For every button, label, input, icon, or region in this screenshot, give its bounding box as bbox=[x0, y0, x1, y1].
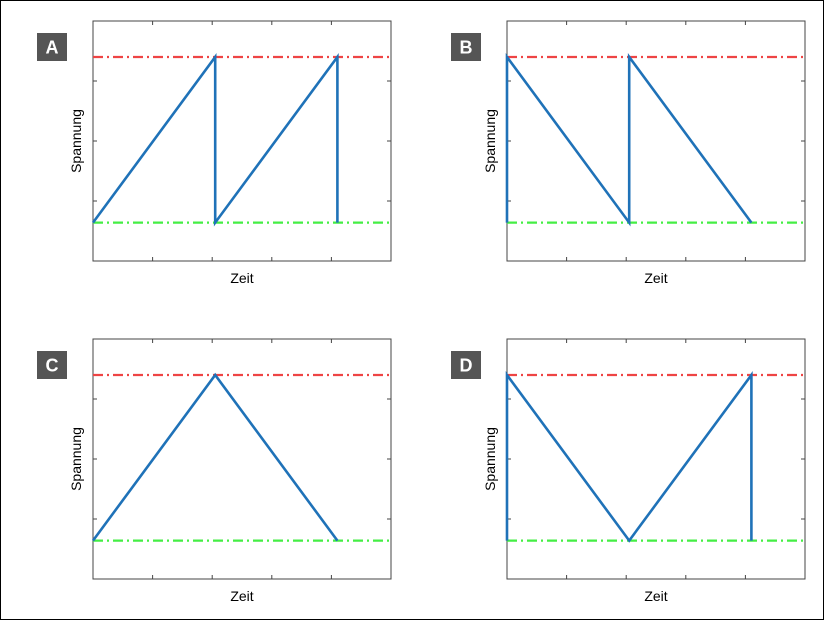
panel-d: D Zeit Spannung bbox=[451, 338, 806, 604]
panel-b: B Zeit Spannung bbox=[451, 20, 806, 286]
panel-c: C Zeit Spannung bbox=[37, 338, 392, 604]
panel-label: C bbox=[46, 356, 59, 376]
axes-frame bbox=[506, 20, 806, 262]
series-line bbox=[505, 371, 753, 543]
panel-label-badge bbox=[451, 33, 481, 61]
x-axis-label: Zeit bbox=[230, 270, 253, 286]
series-line bbox=[91, 372, 339, 542]
x-axis-label: Zeit bbox=[230, 588, 253, 604]
panel-label-badge bbox=[451, 351, 481, 379]
panel-label: D bbox=[460, 356, 473, 376]
panel-label-badge bbox=[37, 33, 67, 61]
axes-frame bbox=[506, 338, 806, 580]
y-axis-label: Spannung bbox=[68, 109, 84, 173]
axes-frame bbox=[92, 20, 392, 262]
x-axis-label: Zeit bbox=[644, 270, 667, 286]
y-axis-label: Spannung bbox=[68, 427, 84, 491]
y-axis-label: Spannung bbox=[482, 109, 498, 173]
series-line bbox=[91, 53, 339, 227]
panel-label: A bbox=[46, 38, 59, 58]
panel-label-badge bbox=[37, 351, 67, 379]
x-axis-label: Zeit bbox=[644, 588, 667, 604]
panel-a: A Zeit Spannung bbox=[37, 20, 392, 286]
panel-label: B bbox=[460, 38, 473, 58]
series-line bbox=[505, 53, 753, 227]
y-axis-label: Spannung bbox=[482, 427, 498, 491]
axes-frame bbox=[92, 338, 392, 580]
